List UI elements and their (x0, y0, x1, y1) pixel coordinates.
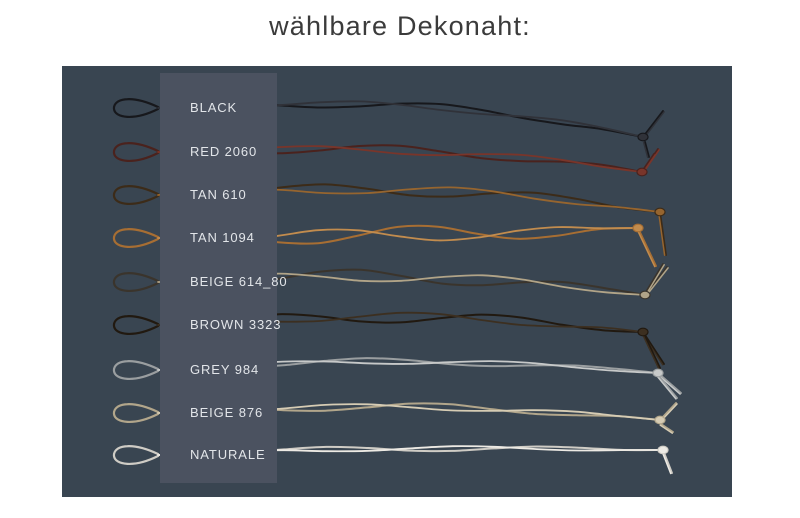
thread-loop (112, 142, 160, 162)
thread-tail (642, 141, 649, 159)
thread-tail (642, 153, 655, 171)
thread-tail (646, 263, 665, 294)
thread-loop (112, 98, 160, 118)
thread-option-label-black: BLACK (190, 100, 238, 115)
thread-tail (641, 333, 660, 370)
thread-knot (636, 167, 648, 177)
thread-knot (637, 327, 649, 337)
thread-tail (645, 263, 664, 293)
label-band: BLACK RED 2060 TAN 610 TAN 1094 BEIGE 614_80… (160, 73, 287, 483)
thread-tail (644, 141, 650, 158)
thread-knot (632, 223, 644, 233)
thread-knot (637, 132, 649, 142)
thread-knot (654, 207, 666, 217)
thread-tail (635, 227, 656, 268)
thread-loop (112, 185, 160, 205)
thread-option-label-red-2060: RED 2060 (190, 144, 258, 159)
thread-loop (112, 315, 160, 335)
thread-loop (112, 272, 160, 292)
thread-option-label-brown-3323: BROWN 3323 (190, 317, 282, 332)
thread-option-label-beige-614-80: BEIGE 614_80 (190, 274, 288, 289)
thread-knot (652, 368, 664, 378)
thread-swatch-panel: BLACK RED 2060 TAN 610 TAN 1094 BEIGE 614_80… (62, 66, 732, 497)
thread-loop (112, 228, 160, 248)
thread-option-label-tan-1094: TAN 1094 (190, 230, 255, 245)
thread-knot (654, 415, 666, 425)
thread-option-label-naturale: NATURALE (190, 447, 266, 462)
thread-option-label-beige-876: BEIGE 876 (190, 405, 264, 420)
thread-tail (642, 110, 664, 138)
thread-tail (643, 154, 656, 172)
thread-tail (643, 111, 665, 139)
thread-tail (657, 372, 682, 394)
thread-tail (645, 267, 669, 297)
thread-tail (637, 227, 657, 267)
thread-tail (656, 375, 677, 400)
thread-knot (639, 290, 651, 300)
thread-loop (112, 360, 160, 380)
thread-option-label-tan-610: TAN 610 (190, 187, 247, 202)
thread-loop (112, 403, 160, 423)
thread-tail (657, 211, 666, 256)
thread-tail (660, 423, 674, 433)
thread-knot (657, 445, 669, 455)
thread-loop (112, 445, 160, 465)
thread-tail (659, 424, 673, 434)
page-title: wählbare Dekonaht: (269, 11, 531, 41)
thread-tail (657, 374, 678, 399)
thread-option-label-grey-984: GREY 984 (190, 362, 260, 377)
thread-tail (659, 211, 667, 256)
thread-tail (643, 333, 661, 369)
